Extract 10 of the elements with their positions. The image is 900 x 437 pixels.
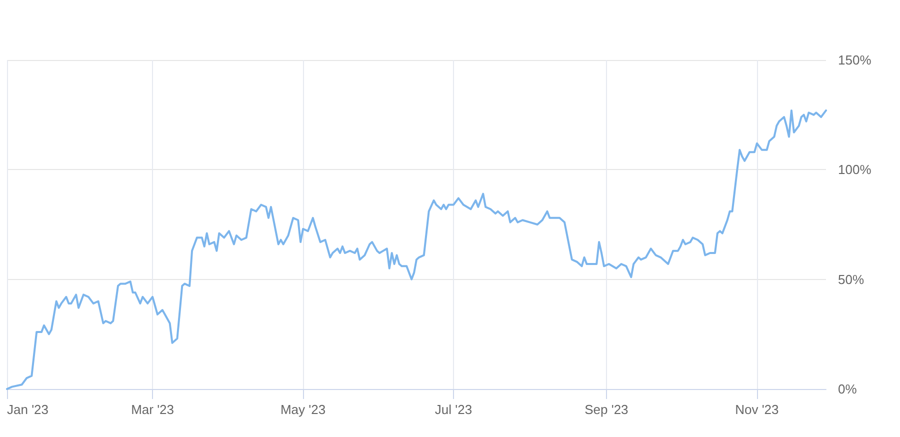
x-tick-label: Jul '23 (434, 402, 472, 417)
y-tick-label: 100% (838, 162, 872, 178)
x-tick-label: Nov '23 (735, 402, 779, 417)
x-tick-label: May '23 (280, 402, 326, 417)
x-tick-label: Sep '23 (584, 402, 628, 417)
x-tick-label: Mar '23 (131, 402, 174, 417)
y-tick-label: 0% (838, 382, 858, 396)
y-tick-label: 50% (838, 272, 864, 287)
y-tick-label: 150% (838, 52, 872, 68)
x-tick-label: Jan '23 (7, 402, 49, 417)
